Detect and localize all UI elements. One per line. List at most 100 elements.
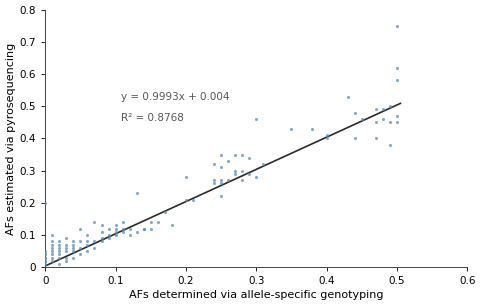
Point (350, 110, 358, 115)
Text: R² = 0.8768: R² = 0.8768 (121, 113, 184, 123)
Point (189, 197, 196, 202)
Point (322, 133, 330, 138)
Point (41, 262, 49, 267)
Point (322, 136, 330, 141)
Point (41, 255, 49, 260)
Point (132, 230, 140, 234)
Point (48, 242, 56, 247)
Point (392, 65, 400, 70)
Point (62, 255, 70, 260)
Point (259, 162, 266, 167)
Point (210, 162, 217, 167)
Point (84, 239, 91, 244)
Point (371, 136, 379, 141)
Point (392, 120, 400, 125)
Point (76, 239, 84, 244)
Point (55, 252, 63, 257)
Point (84, 242, 91, 247)
Point (62, 249, 70, 254)
Point (48, 239, 56, 244)
Point (146, 226, 154, 231)
Point (119, 226, 126, 231)
Point (90, 239, 98, 244)
Point (392, 78, 400, 83)
Point (392, 23, 400, 28)
Point (385, 142, 393, 147)
Point (105, 226, 112, 231)
Point (385, 104, 393, 109)
Point (62, 242, 70, 247)
Point (252, 175, 260, 180)
Point (70, 245, 77, 250)
Point (140, 226, 147, 231)
Point (154, 220, 161, 225)
Point (41, 252, 49, 257)
Point (97, 239, 105, 244)
Point (238, 152, 245, 157)
Point (41, 252, 49, 257)
Point (343, 94, 351, 99)
Point (62, 258, 70, 263)
Point (70, 255, 77, 260)
Point (111, 226, 119, 231)
Point (55, 255, 63, 260)
X-axis label: AFs determined via allele-specific genotyping: AFs determined via allele-specific genot… (129, 290, 383, 300)
Point (48, 255, 56, 260)
Point (231, 152, 239, 157)
Point (41, 255, 49, 260)
Point (217, 181, 225, 186)
Point (371, 107, 379, 112)
Point (161, 210, 168, 215)
Point (140, 226, 147, 231)
Point (392, 114, 400, 118)
Point (55, 249, 63, 254)
Point (41, 258, 49, 263)
Point (378, 107, 386, 112)
Point (48, 233, 56, 237)
Point (97, 230, 105, 234)
Point (70, 239, 77, 244)
Point (378, 117, 386, 121)
Point (119, 230, 126, 234)
Point (70, 249, 77, 254)
Point (48, 252, 56, 257)
Point (111, 233, 119, 237)
Point (357, 117, 365, 121)
Point (126, 226, 133, 231)
Point (385, 120, 393, 125)
Point (126, 233, 133, 237)
Point (371, 120, 379, 125)
Point (62, 236, 70, 241)
Point (287, 126, 295, 131)
Point (238, 178, 245, 183)
Point (90, 245, 98, 250)
Point (70, 242, 77, 247)
Point (231, 168, 239, 173)
Point (111, 223, 119, 228)
Point (146, 220, 154, 225)
Point (105, 233, 112, 237)
Point (210, 178, 217, 183)
Point (252, 117, 260, 121)
Point (41, 258, 49, 263)
Point (41, 249, 49, 254)
Point (210, 181, 217, 186)
Text: y = 0.9993x + 0.004: y = 0.9993x + 0.004 (121, 92, 229, 102)
Point (119, 220, 126, 225)
Point (55, 242, 63, 247)
Point (76, 245, 84, 250)
Point (231, 171, 239, 176)
Point (224, 159, 231, 163)
Point (181, 175, 189, 180)
Point (48, 249, 56, 254)
Point (48, 258, 56, 263)
Point (132, 191, 140, 196)
Point (48, 245, 56, 250)
Point (168, 223, 175, 228)
Y-axis label: AFs estimated via pyrosequencing: AFs estimated via pyrosequencing (6, 42, 15, 234)
Point (90, 220, 98, 225)
Point (97, 236, 105, 241)
Point (84, 249, 91, 254)
Point (84, 233, 91, 237)
Point (350, 136, 358, 141)
